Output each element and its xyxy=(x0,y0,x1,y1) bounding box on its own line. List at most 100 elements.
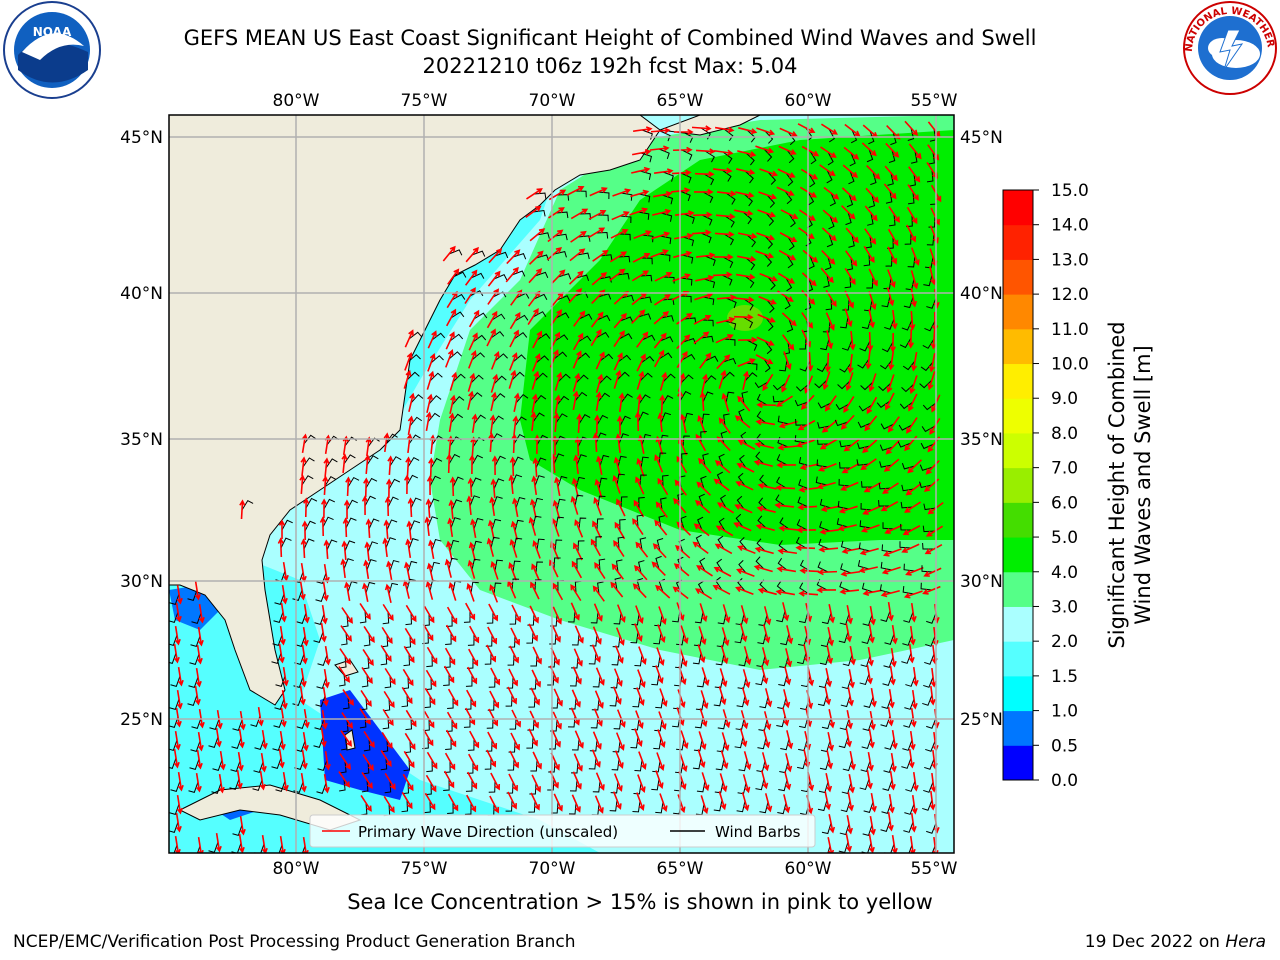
wave-direction-arrow xyxy=(610,228,629,239)
wind-barb xyxy=(842,654,853,667)
wave-direction-arrow xyxy=(614,645,624,664)
wave-direction-arrow xyxy=(845,833,852,853)
wave-direction-arrow xyxy=(571,689,581,708)
wave-direction-arrow xyxy=(594,690,604,709)
wave-direction-arrow xyxy=(636,370,645,390)
wave-direction-arrow xyxy=(649,145,670,152)
wave-direction-arrow xyxy=(445,308,457,327)
wind-barb xyxy=(232,719,243,731)
wind-barb xyxy=(408,538,419,550)
wind-barb xyxy=(819,498,832,509)
wind-barb xyxy=(384,675,392,689)
wave-direction-arrow xyxy=(342,689,354,706)
wind-barb xyxy=(341,737,348,751)
wave-direction-arrow xyxy=(840,414,855,430)
wave-direction-arrow xyxy=(490,373,499,393)
wave-direction-arrow xyxy=(551,269,566,285)
wind-barb xyxy=(639,537,647,551)
wind-barb xyxy=(743,298,754,311)
wind-barb xyxy=(316,677,327,689)
wind-barb xyxy=(493,582,502,595)
wind-barb xyxy=(744,170,754,184)
wind-barb xyxy=(230,760,241,772)
wind-barb xyxy=(718,453,725,468)
wind-barb xyxy=(838,631,849,644)
wave-direction-arrow xyxy=(845,227,859,244)
wave-direction-arrow xyxy=(718,369,727,389)
wave-direction-arrow xyxy=(693,314,712,325)
wave-direction-arrow xyxy=(509,750,519,769)
colorbar-tick-label: 15.0 xyxy=(1051,181,1089,201)
wave-direction-arrow xyxy=(592,520,602,539)
wind-barb xyxy=(759,801,769,814)
wave-direction-arrow xyxy=(490,391,498,411)
colorbar-tick-label: 9.0 xyxy=(1051,389,1078,409)
wind-barb xyxy=(511,270,526,277)
wave-direction-arrow xyxy=(532,751,542,770)
wind-barb xyxy=(725,297,737,309)
wave-direction-arrow xyxy=(320,622,327,643)
wave-direction-arrow xyxy=(699,708,708,728)
wave-direction-arrow xyxy=(570,583,582,602)
colorbar-tick-label: 12.0 xyxy=(1051,285,1089,305)
wind-barb xyxy=(366,455,379,466)
wind-barb xyxy=(881,341,894,353)
wind-barb xyxy=(878,382,892,392)
wind-barb xyxy=(575,274,590,281)
wind-barb xyxy=(651,778,660,791)
wind-barb xyxy=(662,373,676,383)
wind-barb xyxy=(655,696,664,709)
wind-barb xyxy=(569,779,578,792)
wind-barb xyxy=(533,192,547,200)
wave-direction-arrow xyxy=(342,435,349,456)
wave-direction-arrow xyxy=(303,603,310,624)
wave-direction-arrow xyxy=(426,562,434,582)
wind-barb xyxy=(859,340,871,352)
wind-barb xyxy=(430,355,444,364)
wave-direction-arrow xyxy=(219,750,226,771)
wind-barb xyxy=(786,318,794,333)
wind-barb xyxy=(659,235,672,245)
wave-direction-arrow xyxy=(654,454,664,473)
wave-direction-arrow xyxy=(488,432,495,453)
wind-barb xyxy=(315,590,326,602)
wind-barb xyxy=(343,558,354,570)
wind-barb xyxy=(716,558,724,573)
wind-barb xyxy=(856,459,870,466)
wave-direction-arrow xyxy=(822,209,839,223)
wave-direction-arrow xyxy=(589,187,608,197)
wave-direction-arrow xyxy=(443,665,455,684)
wave-direction-arrow xyxy=(301,520,308,541)
wind-barb xyxy=(660,212,673,222)
wave-direction-arrow xyxy=(654,519,668,536)
wind-barb xyxy=(681,149,693,161)
wave-direction-arrow xyxy=(260,752,267,773)
wave-direction-arrow xyxy=(679,413,687,433)
wind-barb xyxy=(907,127,915,141)
wave-direction-arrow xyxy=(594,478,603,498)
wave-direction-arrow xyxy=(733,522,752,532)
wind-barb xyxy=(823,274,830,288)
wind-barb xyxy=(785,172,794,187)
wind-barb xyxy=(632,800,641,813)
wave-direction-arrow xyxy=(715,525,734,537)
wind-barb xyxy=(323,498,336,510)
wind-barb xyxy=(784,190,793,205)
wave-direction-arrow xyxy=(341,712,353,729)
wind-barb xyxy=(885,254,893,267)
wind-barb xyxy=(722,256,734,268)
wind-barb xyxy=(714,676,724,689)
wave-direction-arrow xyxy=(799,567,820,574)
wave-direction-arrow xyxy=(530,411,537,432)
wave-direction-arrow xyxy=(888,793,895,814)
wind-barb xyxy=(641,334,656,341)
wave-direction-arrow xyxy=(547,229,564,243)
wave-direction-arrow xyxy=(757,313,776,323)
wind-barb xyxy=(679,190,691,202)
wave-direction-arrow xyxy=(340,558,347,579)
wind-barb xyxy=(471,558,481,571)
wind-barb xyxy=(900,523,913,531)
wave-direction-arrow xyxy=(339,648,351,665)
wind-barb xyxy=(365,581,376,594)
wave-direction-arrow xyxy=(659,793,668,813)
